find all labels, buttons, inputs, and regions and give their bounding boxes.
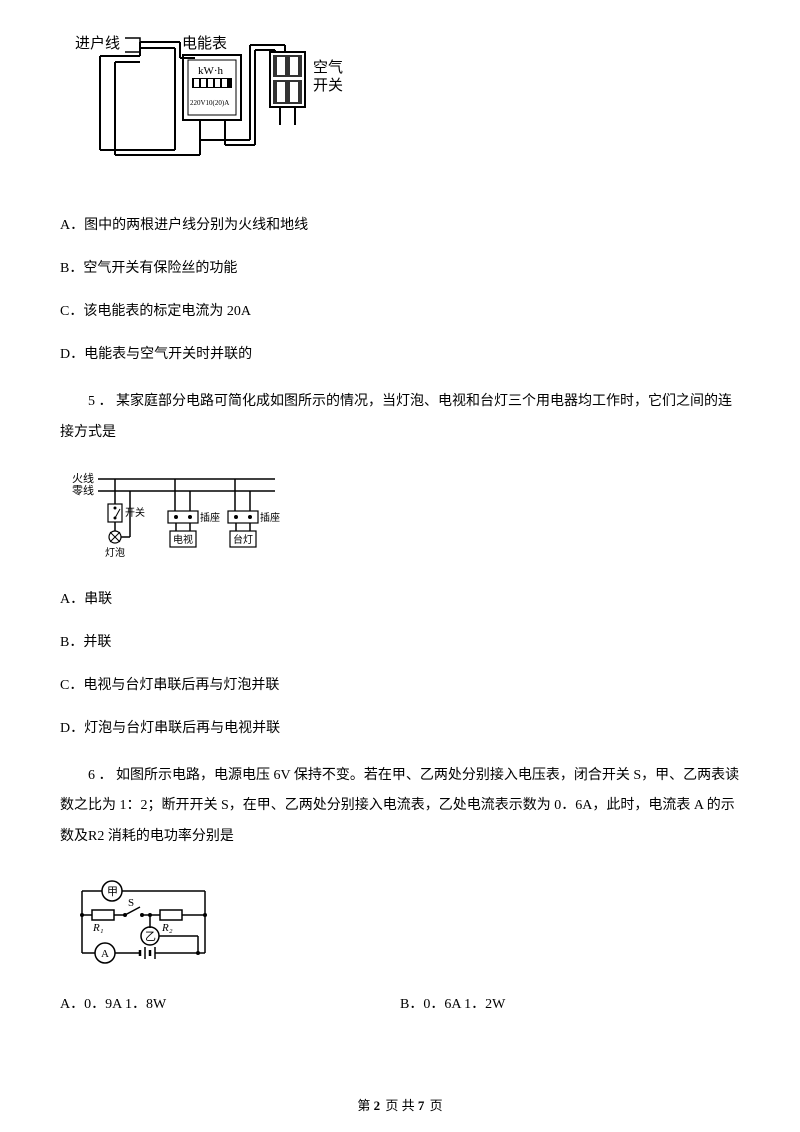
svg-text:乙: 乙: [145, 930, 156, 943]
svg-text:R₂: R₂: [161, 922, 173, 934]
breaker-label-1: 空气: [313, 59, 343, 76]
svg-text:甲: 甲: [107, 886, 118, 898]
q5-option-d: D．灯泡与台灯串联后再与电视并联: [60, 718, 740, 739]
home-circuit-diagram: 火线 零线 开关 灯泡 插座 电视 插座: [70, 469, 740, 569]
meter-unit: kW·h: [198, 65, 224, 77]
q5-text: 5 ． 某家庭部分电路可简化成如图所示的情况，当灯泡、电视和台灯三个用电器均工作…: [60, 387, 740, 449]
svg-text:开关: 开关: [125, 506, 145, 519]
resistor-circuit-diagram: 甲 A R₁ S R₂: [70, 873, 740, 973]
q4-option-d: D．电能表与空气开关时并联的: [60, 344, 740, 365]
page-footer: 第 2 页 共 7 页: [0, 1095, 800, 1114]
q5-option-b: B．并联: [60, 632, 740, 653]
q6-text: 6 ． 如图所示电路，电源电压 6V 保持不变。若在甲、乙两处分别接入电压表，闭…: [60, 761, 740, 853]
svg-text:S: S: [128, 897, 134, 909]
svg-text:A: A: [101, 948, 109, 960]
meter-circuit-diagram: 进户线 电能表 kW·h 220V10(20)A: [70, 30, 740, 190]
q4-option-c: C．该电能表的标定电流为 20A: [60, 301, 740, 322]
svg-text:火线: 火线: [72, 471, 94, 485]
meter-rating: 220V10(20)A: [190, 99, 229, 107]
q6-option-b: B．0．6A 1．2W: [400, 993, 740, 1013]
q4-option-a: A．图中的两根进户线分别为火线和地线: [60, 215, 740, 236]
q6-options-row: A．0．9A 1．8W B．0．6A 1．2W: [60, 993, 740, 1013]
q6-option-a: A．0．9A 1．8W: [60, 993, 400, 1013]
svg-text:灯泡: 灯泡: [105, 546, 125, 559]
q5-option-a: A．串联: [60, 589, 740, 610]
svg-text:电视: 电视: [173, 533, 193, 546]
svg-text:插座: 插座: [260, 511, 280, 524]
svg-text:零线: 零线: [72, 483, 94, 497]
incoming-line-label: 进户线: [75, 35, 120, 52]
q5-option-c: C．电视与台灯串联后再与灯泡并联: [60, 675, 740, 696]
svg-text:插座: 插座: [200, 511, 220, 524]
svg-text:台灯: 台灯: [233, 533, 253, 546]
svg-text:R₁: R₁: [92, 922, 104, 934]
meter-label: 电能表: [182, 35, 227, 52]
q4-option-b: B．空气开关有保险丝的功能: [60, 258, 740, 279]
breaker-label-2: 开关: [313, 77, 343, 94]
